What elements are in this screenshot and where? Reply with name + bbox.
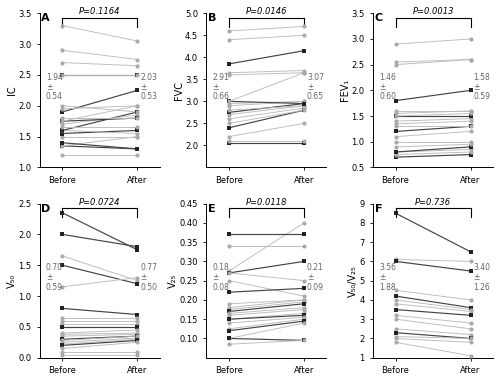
Text: P=0.1164: P=0.1164: [79, 7, 120, 16]
Y-axis label: FEV₁: FEV₁: [340, 79, 350, 102]
Y-axis label: V₂₅: V₂₅: [168, 274, 178, 288]
Text: 3.40
±
1.26: 3.40 ± 1.26: [474, 263, 490, 292]
Text: P=0.0146: P=0.0146: [246, 7, 287, 16]
Text: C: C: [374, 13, 382, 23]
Y-axis label: V₅₀/V₂₅: V₅₀/V₂₅: [348, 265, 358, 296]
Y-axis label: IC: IC: [7, 86, 17, 95]
Text: 2.03
±
0.53: 2.03 ± 0.53: [140, 73, 158, 102]
Text: P=0.0724: P=0.0724: [79, 197, 120, 207]
Text: D: D: [42, 204, 50, 214]
Text: A: A: [42, 13, 50, 23]
Text: 3.07
±
0.65: 3.07 ± 0.65: [307, 73, 324, 102]
Text: F: F: [374, 204, 382, 214]
Text: 1.94
±
0.54: 1.94 ± 0.54: [46, 73, 63, 102]
Text: P=0.0013: P=0.0013: [412, 7, 454, 16]
Text: 3.56
±
1.88: 3.56 ± 1.88: [379, 263, 396, 292]
Text: 1.58
±
0.59: 1.58 ± 0.59: [474, 73, 490, 102]
Y-axis label: V₅₀: V₅₀: [7, 274, 17, 288]
Text: 0.77
±
0.50: 0.77 ± 0.50: [140, 263, 158, 292]
Text: B: B: [208, 13, 216, 23]
Text: P=0.736: P=0.736: [415, 197, 451, 207]
Text: 0.21
±
0.09: 0.21 ± 0.09: [307, 263, 324, 292]
Text: 1.46
±
0.60: 1.46 ± 0.60: [379, 73, 396, 102]
Text: E: E: [208, 204, 216, 214]
Text: 2.91
±
0.66: 2.91 ± 0.66: [212, 73, 230, 102]
Text: 0.70
±
0.59: 0.70 ± 0.59: [46, 263, 63, 292]
Y-axis label: FVC: FVC: [174, 81, 184, 100]
Text: P=0.0118: P=0.0118: [246, 197, 287, 207]
Text: 0.18
±
0.08: 0.18 ± 0.08: [212, 263, 230, 292]
